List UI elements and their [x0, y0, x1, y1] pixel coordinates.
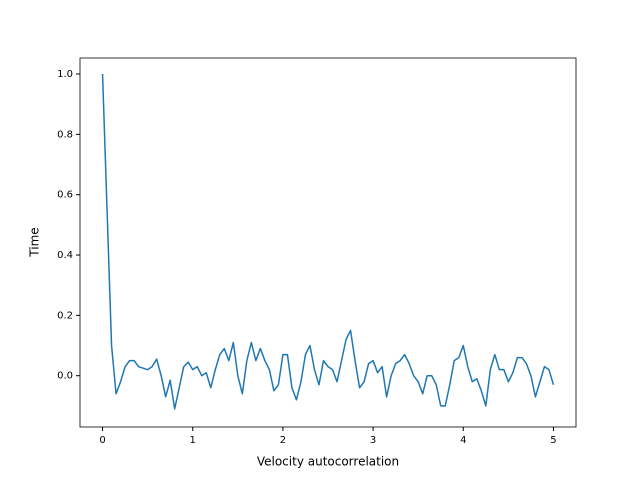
y-tick-label: 0.2: [57, 310, 73, 321]
y-tick-label: 0.6: [57, 190, 73, 201]
y-tick-label: 0.8: [57, 129, 73, 140]
x-tick-label: 2: [280, 435, 286, 446]
x-tick-label: 1: [190, 435, 196, 446]
plot-frame: [79, 57, 577, 428]
y-tick-label: 1.0: [57, 69, 73, 80]
x-tick-label: 0: [99, 435, 105, 446]
x-tick-label: 5: [550, 435, 556, 446]
data-line: [101, 73, 555, 410]
y-axis-label: Time: [28, 227, 42, 257]
x-tick-label: 3: [370, 435, 376, 446]
x-axis-label: Velocity autocorrelation: [257, 455, 399, 469]
y-tick-label: 0.0: [57, 371, 73, 382]
x-tick-label: 4: [460, 435, 466, 446]
y-tick-label: 0.4: [57, 250, 73, 261]
